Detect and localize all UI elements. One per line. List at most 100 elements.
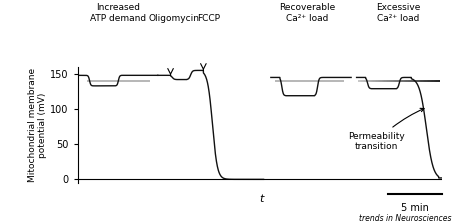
Bar — [330, 80, 332, 82]
Text: Excessive
Ca²⁺ load: Excessive Ca²⁺ load — [375, 3, 420, 23]
Bar — [149, 80, 150, 82]
Bar — [419, 80, 420, 82]
Bar — [129, 80, 130, 82]
Bar — [275, 80, 276, 82]
Bar — [397, 80, 399, 82]
Bar — [106, 80, 108, 82]
Bar — [367, 80, 369, 82]
Bar — [360, 80, 362, 82]
Bar — [410, 80, 411, 82]
Bar — [339, 80, 341, 82]
Bar — [422, 80, 423, 82]
Bar — [95, 80, 96, 82]
Bar — [112, 80, 113, 82]
Bar — [296, 80, 297, 82]
Bar — [425, 80, 426, 82]
Y-axis label: Mitochondrial membrane
potential (mV): Mitochondrial membrane potential (mV) — [28, 68, 47, 182]
Bar — [284, 80, 285, 82]
Bar — [427, 80, 429, 82]
Bar — [303, 80, 304, 82]
Bar — [317, 80, 318, 82]
Bar — [124, 80, 125, 82]
Bar — [319, 80, 320, 82]
Bar — [416, 80, 418, 82]
Bar — [103, 80, 105, 82]
Bar — [291, 80, 293, 82]
Bar — [332, 80, 333, 82]
Bar — [362, 80, 363, 82]
Bar — [405, 80, 407, 82]
Text: Increased
ATP demand: Increased ATP demand — [89, 3, 146, 23]
Text: Recoverable
Ca²⁺ load: Recoverable Ca²⁺ load — [278, 3, 335, 23]
Bar — [138, 80, 140, 82]
Bar — [276, 80, 278, 82]
Bar — [302, 80, 303, 82]
Bar — [311, 80, 312, 82]
Bar — [118, 80, 119, 82]
Bar — [143, 80, 144, 82]
Bar — [300, 80, 302, 82]
Bar — [373, 80, 374, 82]
Bar — [386, 80, 388, 82]
Bar — [274, 80, 275, 82]
Bar — [366, 80, 367, 82]
Bar — [140, 80, 141, 82]
Bar — [333, 80, 334, 82]
Bar — [147, 80, 148, 82]
Bar — [433, 80, 434, 82]
Bar — [310, 80, 311, 82]
Bar — [283, 80, 284, 82]
Bar — [314, 80, 315, 82]
Bar — [411, 80, 412, 82]
Bar — [101, 80, 102, 82]
Bar — [407, 80, 408, 82]
Bar — [108, 80, 109, 82]
Bar — [320, 80, 321, 82]
Bar — [437, 80, 438, 82]
Bar — [299, 80, 300, 82]
Bar — [287, 80, 288, 82]
Bar — [281, 80, 282, 82]
Bar — [285, 80, 287, 82]
Bar — [148, 80, 149, 82]
Bar — [363, 80, 364, 82]
Bar — [93, 80, 94, 82]
Bar — [110, 80, 111, 82]
Text: Permeability
transition: Permeability transition — [348, 108, 423, 151]
Bar — [86, 80, 87, 82]
Bar — [313, 80, 314, 82]
Bar — [312, 80, 313, 82]
Bar — [293, 80, 295, 82]
Bar — [315, 80, 317, 82]
Bar — [341, 80, 342, 82]
Bar — [404, 80, 405, 82]
Bar — [431, 80, 433, 82]
Bar — [426, 80, 427, 82]
Bar — [105, 80, 106, 82]
Bar — [335, 80, 336, 82]
Bar — [122, 80, 124, 82]
Bar — [141, 80, 142, 82]
Bar — [438, 80, 440, 82]
Bar — [99, 80, 100, 82]
Bar — [87, 80, 89, 82]
Bar — [337, 80, 339, 82]
Bar — [146, 80, 147, 82]
Bar — [133, 80, 134, 82]
Bar — [297, 80, 298, 82]
Bar — [420, 80, 422, 82]
Bar — [379, 80, 381, 82]
Bar — [408, 80, 410, 82]
Text: FCCP: FCCP — [197, 14, 220, 23]
Bar — [358, 80, 359, 82]
Bar — [91, 80, 92, 82]
Bar — [121, 80, 122, 82]
Bar — [418, 80, 419, 82]
Bar — [142, 80, 143, 82]
Bar — [127, 80, 128, 82]
Bar — [334, 80, 335, 82]
Bar — [109, 80, 110, 82]
Bar — [94, 80, 95, 82]
Bar — [128, 80, 129, 82]
Bar — [145, 80, 146, 82]
